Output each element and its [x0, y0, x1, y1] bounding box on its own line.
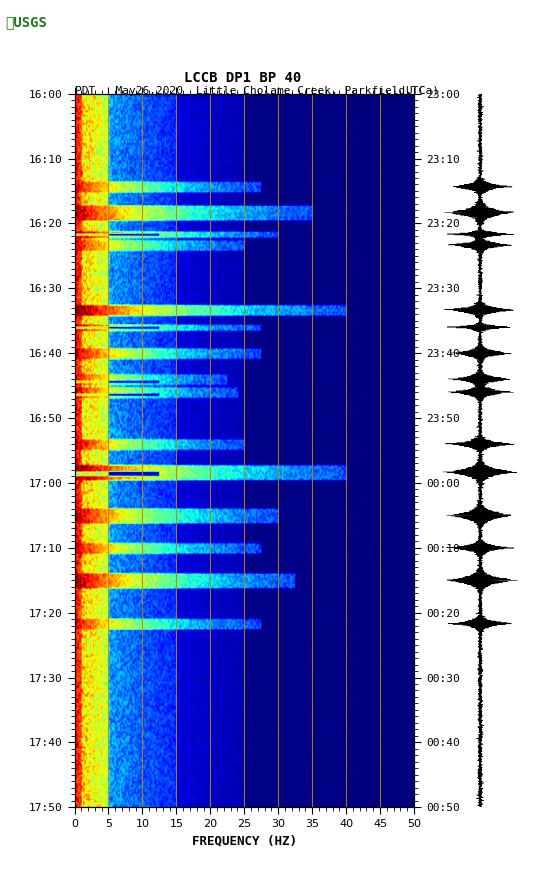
Text: LCCB DP1 BP 40: LCCB DP1 BP 40	[184, 70, 301, 85]
Text: Little Cholame Creek, Parkfield, Ca): Little Cholame Creek, Parkfield, Ca)	[196, 86, 439, 96]
X-axis label: FREQUENCY (HZ): FREQUENCY (HZ)	[192, 835, 297, 847]
Text: ⬛USGS: ⬛USGS	[6, 15, 47, 29]
Text: PDT   May26,2020: PDT May26,2020	[75, 86, 183, 96]
Text: UTC: UTC	[406, 86, 426, 96]
